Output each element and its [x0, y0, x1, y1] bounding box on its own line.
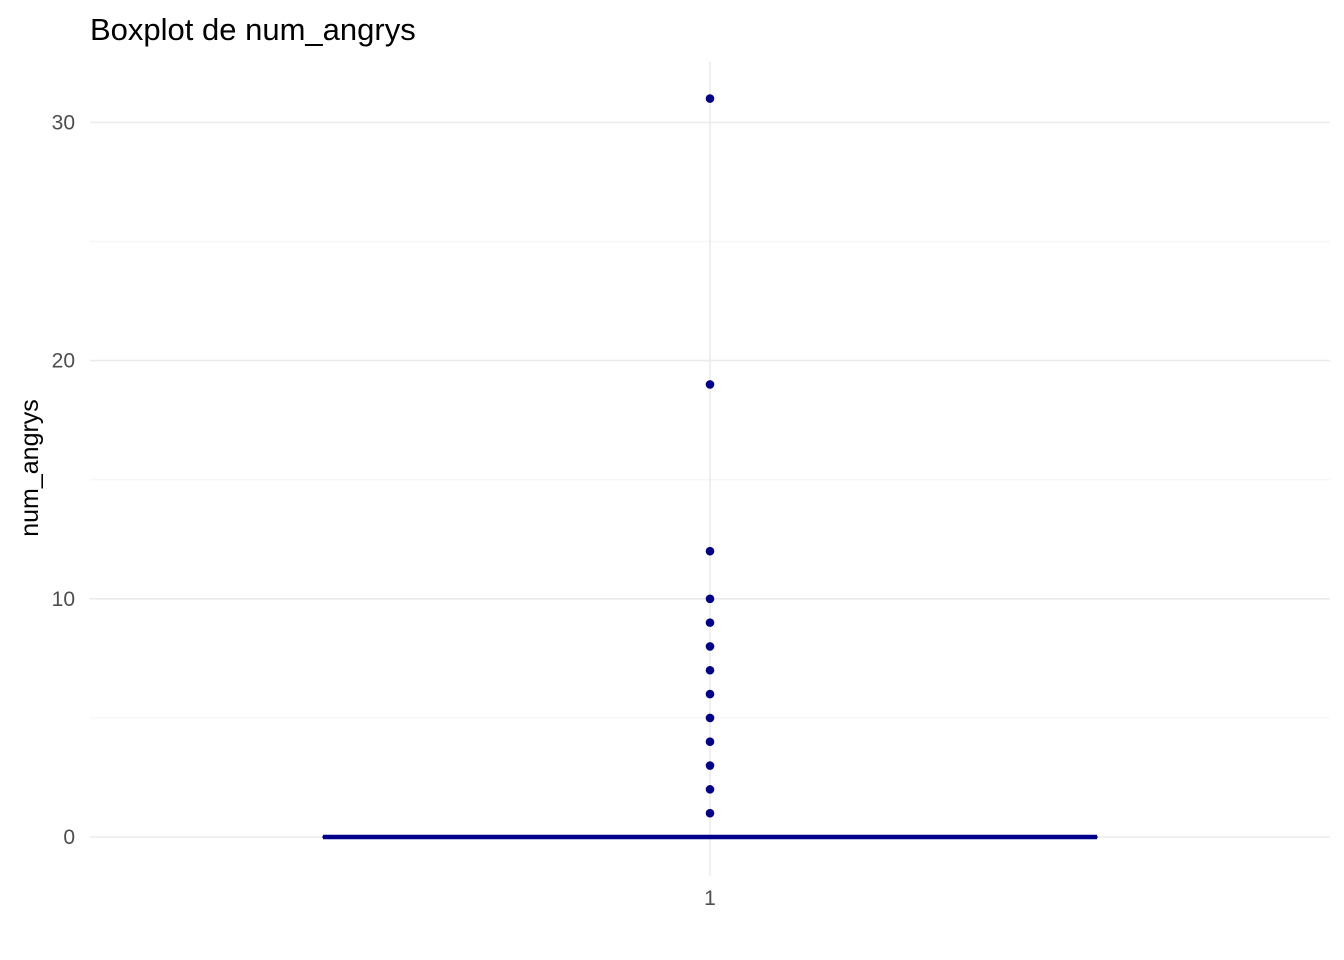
outlier-point: [705, 642, 715, 651]
outlier-point: [705, 808, 715, 818]
y-tick-labels: 0 10 20 30: [52, 111, 75, 849]
x-tick-labels: 1: [704, 887, 716, 910]
outlier-point: [705, 785, 715, 794]
outlier-point: [705, 689, 715, 699]
x-tick-label: 1: [704, 887, 716, 910]
y-axis-label: num_angrys: [16, 399, 44, 537]
outlier-point: [705, 94, 715, 103]
outlier-point: [705, 618, 715, 627]
chart-title: Boxplot de num_angrys: [90, 12, 416, 47]
y-tick-label: 20: [52, 350, 75, 373]
grid-lines: [90, 62, 1330, 876]
outlier-point: [705, 761, 715, 770]
outlier-point: [705, 594, 715, 604]
outlier-points: [705, 94, 715, 818]
outlier-point: [705, 713, 715, 723]
y-tick-label: 30: [52, 111, 75, 134]
outlier-point: [705, 737, 715, 747]
outlier-point: [705, 665, 715, 675]
outlier-point: [705, 546, 715, 556]
y-tick-label: 10: [52, 588, 75, 611]
y-tick-label: 0: [63, 826, 75, 849]
outlier-point: [705, 380, 715, 389]
